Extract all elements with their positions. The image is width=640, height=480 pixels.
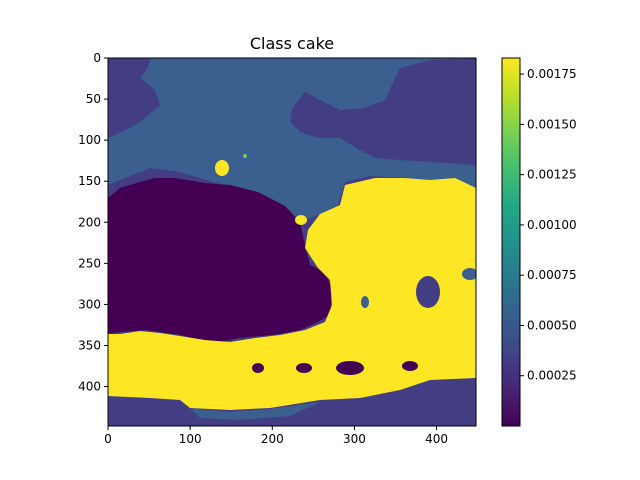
x-tick-label: 0 [104,432,112,446]
blob-dark-4 [402,361,418,371]
region-upper-blue [108,58,476,222]
colorbar-tick-label: 0.00125 [527,168,577,182]
y-tick-label: 100 [78,133,101,147]
y-axis: 0 50 100 150 200 250 300 350 400 [78,51,108,394]
y-tick-label: 0 [93,51,101,65]
x-tick-label: 200 [261,432,284,446]
colorbar-tick-label: 0.00175 [527,67,577,81]
blob-purple-6 [462,268,476,280]
y-tick-label: 200 [78,215,101,229]
y-tick-label: 50 [86,92,101,106]
plot-frame [107,57,477,427]
blob-dark-1 [252,363,264,373]
colorbar-tick-label: 0.00050 [527,318,577,332]
blob-purple-5 [416,276,440,308]
x-axis: 0 100 200 300 400 [104,426,448,446]
colorbar [501,57,521,427]
colorbar-ticks: 0.00025 0.00050 0.00075 0.00100 0.00125 0.001… [520,67,577,383]
x-tick-label: 300 [343,432,366,446]
blob-accent-1 [243,154,247,158]
blob-dark-3 [336,361,364,375]
colorbar-tick-label: 0.00100 [527,218,577,232]
colorbar-tick-label: 0.00075 [527,268,577,282]
region-yellow [108,178,476,410]
region-topright-purple [290,58,476,165]
blob-yellow-1 [215,160,229,176]
y-tick-label: 250 [78,256,101,270]
region-dark-left [108,178,332,342]
colorbar-tick-label: 0.00150 [527,117,577,131]
blob-blue-7 [361,296,369,308]
heatmap-image [108,58,476,426]
y-tick-label: 350 [78,339,101,353]
blob-yellow-2 [295,215,307,225]
blob-dark-2 [296,363,312,373]
region-bottom-strip [190,402,320,420]
y-tick-label: 400 [78,380,101,394]
colorbar-tick-label: 0.00025 [527,369,577,383]
x-tick-label: 100 [179,432,202,446]
region-topleft-purple [108,58,160,138]
y-tick-label: 150 [78,174,101,188]
x-tick-label: 400 [425,432,448,446]
chart-title: Class cake [250,34,334,53]
y-tick-label: 300 [78,297,101,311]
